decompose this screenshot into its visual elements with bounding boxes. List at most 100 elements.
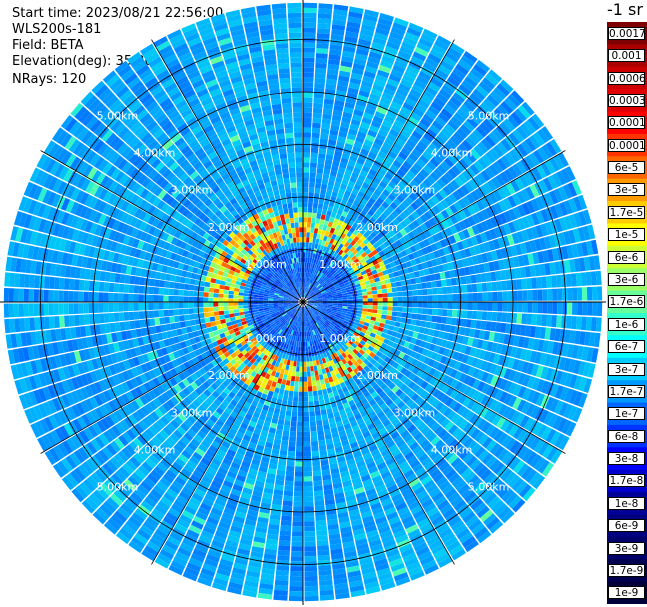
heatmap-cell <box>188 290 194 297</box>
heatmap-cell <box>382 502 395 512</box>
heatmap-cell <box>68 291 74 302</box>
heatmap-cell <box>334 587 349 595</box>
heatmap-cell <box>333 352 339 358</box>
heatmap-cell <box>468 519 482 532</box>
heatmap-cell <box>183 296 189 302</box>
heatmap-cell <box>188 296 194 302</box>
heatmap-cell <box>409 324 416 332</box>
heatmap-cell <box>385 457 396 466</box>
heatmap-cell <box>278 540 291 547</box>
heatmap-cell <box>406 561 421 572</box>
heatmap-cell <box>373 354 380 362</box>
heatmap-cell <box>395 534 409 544</box>
heatmap-cell <box>280 384 286 390</box>
heatmap-cell <box>552 302 558 314</box>
heatmap-cell <box>378 391 387 399</box>
heatmap-cell <box>303 346 306 352</box>
heatmap-cell <box>315 525 327 531</box>
heatmap-cell <box>418 354 426 363</box>
heatmap-cell <box>357 304 363 308</box>
heatmap-cell <box>304 561 317 567</box>
heatmap-cell <box>433 411 443 422</box>
heatmap-cell <box>306 311 310 316</box>
heatmap-cell <box>307 303 313 306</box>
heatmap-cell <box>361 311 367 316</box>
heatmap-cell <box>557 302 563 315</box>
heatmap-cell <box>281 363 287 370</box>
heatmap-cell <box>501 510 515 524</box>
heatmap-cell <box>236 474 246 483</box>
heatmap-cell <box>250 437 259 445</box>
heatmap-cell <box>406 312 413 319</box>
heatmap-cell <box>307 386 313 392</box>
heatmap-cell <box>369 332 376 338</box>
heatmap-cell <box>470 478 483 491</box>
heatmap-cell <box>183 290 189 296</box>
heatmap-cell <box>273 594 288 601</box>
heatmap-cell <box>305 326 308 332</box>
heatmap-cell <box>325 504 336 511</box>
heatmap-cell <box>367 302 373 306</box>
heatmap-cell <box>305 306 309 311</box>
heatmap-cell <box>290 380 295 387</box>
heatmap-cell <box>280 342 285 348</box>
heatmap-cell <box>317 333 322 339</box>
heatmap-cell <box>329 324 334 329</box>
heatmap-cell <box>198 312 205 319</box>
heatmap-cell <box>335 373 342 380</box>
heatmap-cell <box>213 306 219 312</box>
heatmap-cell <box>292 516 303 522</box>
heatmap-cell <box>408 566 423 577</box>
heatmap-cell <box>334 316 340 320</box>
heatmap-cell <box>558 357 567 371</box>
heatmap-cell <box>545 428 557 443</box>
heatmap-cell <box>353 321 359 327</box>
heatmap-cell <box>213 535 226 544</box>
heatmap-cell <box>358 422 367 430</box>
heatmap-cell <box>447 333 455 342</box>
heatmap-cell <box>534 326 542 339</box>
heatmap-cell <box>290 561 303 567</box>
heatmap-cell <box>363 576 378 585</box>
heatmap-cell <box>356 313 362 318</box>
heatmap-cell <box>311 375 316 382</box>
heatmap-cell <box>347 570 362 578</box>
heatmap-cell <box>317 305 323 308</box>
heatmap-cell <box>301 306 303 312</box>
heatmap-cell <box>362 305 368 309</box>
heatmap-cell <box>208 297 214 302</box>
heatmap-cell <box>200 567 216 578</box>
heatmap-cell <box>317 343 321 350</box>
heatmap-cell <box>389 488 401 498</box>
heatmap-cell <box>260 461 269 468</box>
heatmap-cell <box>290 556 303 562</box>
heatmap-cell <box>233 515 245 524</box>
heatmap-cell <box>506 312 513 323</box>
heatmap-cell <box>509 457 521 471</box>
heatmap-cell <box>552 415 563 430</box>
heatmap-cell <box>447 453 459 465</box>
heatmap-cell <box>392 377 400 385</box>
heatmap-cell <box>424 365 432 374</box>
heatmap-cell <box>8 303 15 318</box>
heatmap-cell <box>243 302 249 306</box>
heatmap-cell <box>376 567 391 577</box>
heatmap-cell <box>74 314 80 326</box>
heatmap-cell <box>283 490 294 497</box>
heatmap-cell <box>322 373 328 379</box>
heatmap-cell <box>23 288 29 302</box>
heatmap-cell <box>296 441 303 447</box>
heatmap-cell <box>174 315 180 323</box>
heatmap-cell <box>485 439 497 452</box>
heatmap-cell <box>434 323 441 331</box>
heatmap-cell <box>285 470 295 477</box>
heatmap-cell <box>279 530 291 537</box>
heatmap-cell <box>437 499 450 511</box>
heatmap-cell <box>375 350 383 358</box>
heatmap-cell <box>316 364 322 371</box>
heatmap-cell <box>304 566 318 572</box>
heatmap-cell <box>267 468 277 475</box>
heatmap-cell <box>309 421 316 427</box>
heatmap-cell <box>58 277 65 290</box>
heatmap-cell <box>491 414 502 426</box>
